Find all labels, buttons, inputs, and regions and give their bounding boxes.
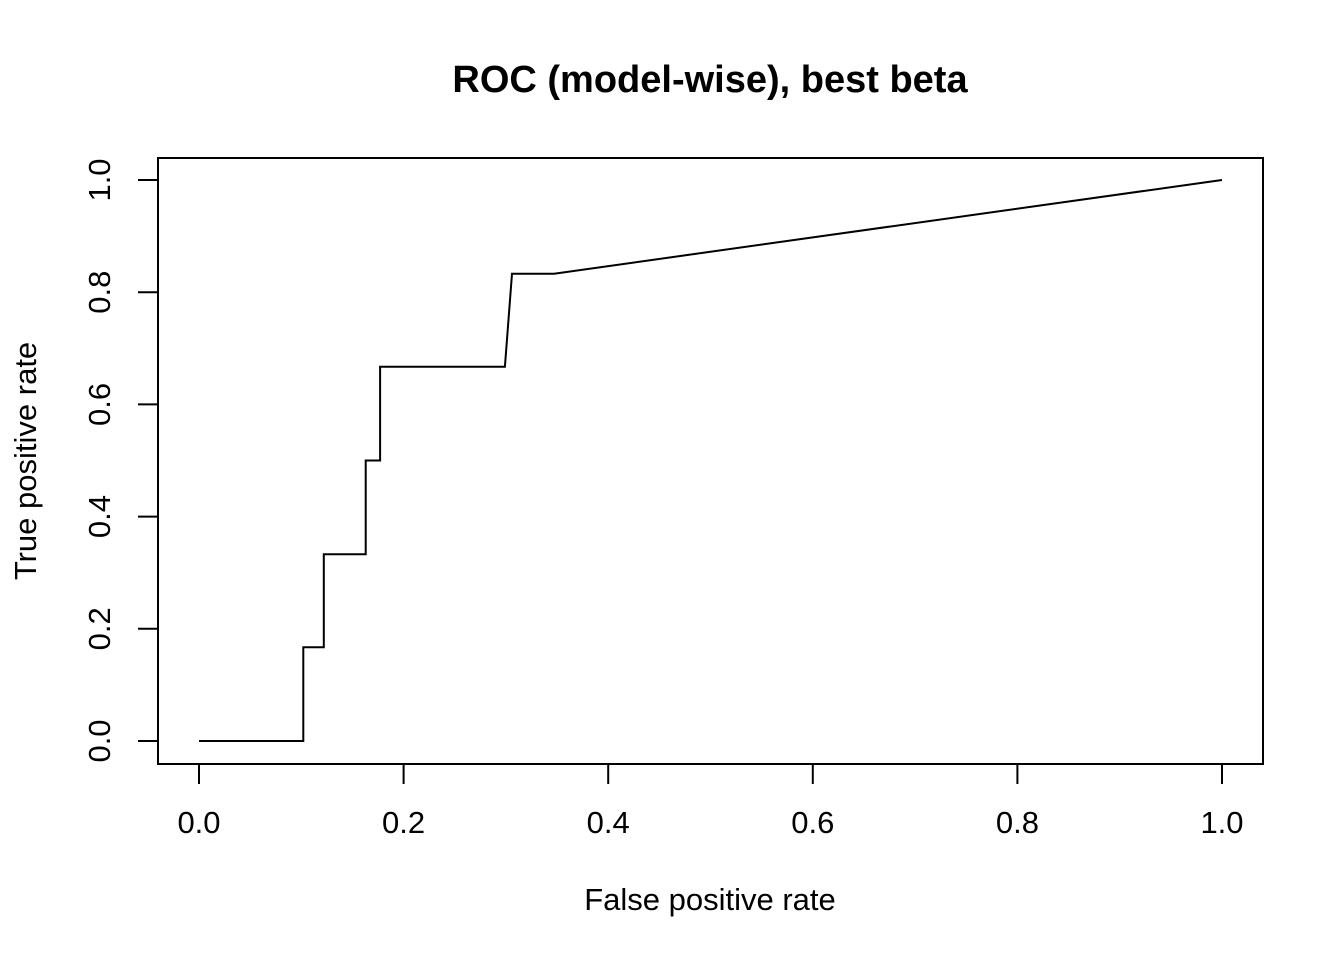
y-tick-label: 0.4 [82, 495, 117, 538]
y-tick-label: 1.0 [82, 158, 117, 201]
x-tick-label: 0.6 [791, 805, 834, 840]
x-axis-label: False positive rate [584, 882, 836, 917]
y-axis-label: True positive rate [8, 342, 43, 580]
x-tick-label: 1.0 [1200, 805, 1243, 840]
plot-frame [157, 157, 1264, 765]
y-tick-label: 0.8 [82, 271, 117, 314]
chart-title: ROC (model-wise), best beta [452, 59, 968, 101]
x-tick-label: 0.8 [996, 805, 1039, 840]
x-axis: 0.0 0.2 0.4 0.6 0.8 1.0 [177, 763, 1244, 840]
x-tick-label: 0.2 [382, 805, 425, 840]
y-tick-label: 0.0 [82, 719, 117, 762]
y-axis: 0.0 0.2 0.4 0.6 0.8 1.0 [82, 158, 159, 763]
y-tick-label: 0.2 [82, 607, 117, 650]
x-tick-label: 0.4 [587, 805, 630, 840]
y-tick-label: 0.6 [82, 383, 117, 426]
x-tick-label: 0.0 [177, 805, 220, 840]
series-group [199, 179, 1223, 742]
roc-curve-line [199, 179, 1223, 742]
